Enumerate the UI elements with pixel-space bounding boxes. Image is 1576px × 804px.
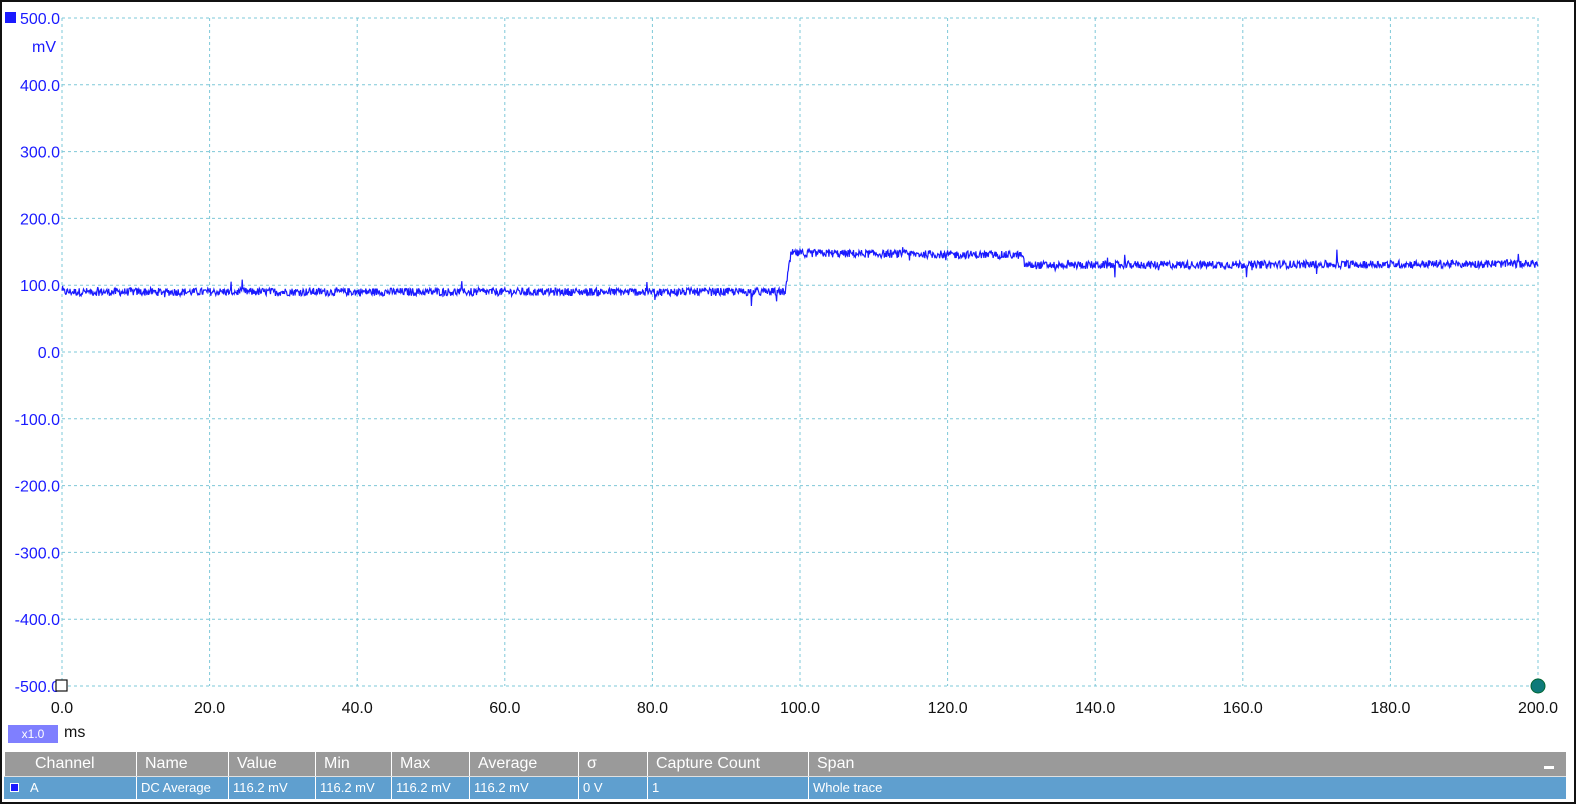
x-tick-label: 0.0: [51, 700, 73, 717]
y-tick-label: 0.0: [38, 345, 60, 362]
x-tick-label: 60.0: [489, 700, 520, 717]
y-tick-label: -400.0: [15, 612, 60, 629]
y-tick-label: 300.0: [20, 145, 60, 162]
y-tick-label: -100.0: [15, 412, 60, 429]
header-capture-count[interactable]: Capture Count: [647, 752, 808, 776]
measurements-table: Channel Name Value Min Max Average σ Cap…: [4, 752, 1566, 799]
y-tick-label: 400.0: [20, 78, 60, 95]
x-tick-label: 100.0: [780, 700, 820, 717]
cell-value: 116.2 mV: [228, 777, 315, 799]
y-tick-label: -500.0: [15, 679, 60, 696]
x-tick-label: 180.0: [1370, 700, 1410, 717]
y-tick-label: 200.0: [20, 211, 60, 228]
header-value[interactable]: Value: [228, 752, 315, 776]
channel-a-marker: [5, 12, 16, 23]
cell-span: Whole trace: [808, 777, 1566, 799]
channel-color-swatch: [10, 783, 19, 792]
table-row[interactable]: A DC Average 116.2 mV 116.2 mV 116.2 mV …: [4, 776, 1566, 799]
trigger-marker: [55, 679, 68, 692]
time-end-marker: [1530, 678, 1546, 694]
header-span[interactable]: Span: [808, 752, 1566, 776]
cell-max: 116.2 mV: [391, 777, 469, 799]
trace-channel-a: [61, 247, 1539, 307]
x-tick-label: 40.0: [342, 700, 373, 717]
y-tick-label: -200.0: [15, 479, 60, 496]
y-axis-unit-label: mV: [32, 39, 56, 56]
cell-min: 116.2 mV: [315, 777, 391, 799]
x-axis-unit-label: ms: [64, 724, 86, 741]
y-tick-label: 500.0: [20, 11, 60, 28]
header-channel[interactable]: Channel: [4, 752, 136, 776]
header-min[interactable]: Min: [315, 752, 391, 776]
header-sigma[interactable]: σ: [578, 752, 647, 776]
header-average[interactable]: Average: [469, 752, 578, 776]
x-tick-label: 20.0: [194, 700, 225, 717]
y-tick-label: -300.0: [15, 545, 60, 562]
cell-capture-count: 1: [647, 777, 808, 799]
x-tick-label: 160.0: [1223, 700, 1263, 717]
cell-name: DC Average: [136, 777, 228, 799]
measurements-header-row: Channel Name Value Min Max Average σ Cap…: [4, 752, 1566, 776]
header-name[interactable]: Name: [136, 752, 228, 776]
scope-plot[interactable]: 500.0 400.0 300.0 200.0 100.0 0.0 -100.0 -200.0…: [0, 0, 1576, 750]
cell-channel: A: [30, 780, 39, 795]
cell-sigma: 0 V: [578, 777, 647, 799]
y-tick-label: 100.0: [20, 278, 60, 295]
x-tick-label: 120.0: [928, 700, 968, 717]
zoom-badge[interactable]: x1.0: [8, 725, 58, 743]
x-tick-label: 200.0: [1518, 700, 1558, 717]
cell-average: 116.2 mV: [469, 777, 578, 799]
x-tick-label: 80.0: [637, 700, 668, 717]
collapse-icon[interactable]: [1544, 766, 1554, 769]
x-tick-label: 140.0: [1075, 700, 1115, 717]
header-max[interactable]: Max: [391, 752, 469, 776]
